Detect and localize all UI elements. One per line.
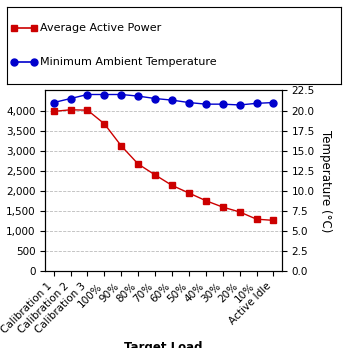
Average Active Power [204, 199, 208, 203]
Average Active Power [254, 217, 259, 221]
Minimum Ambient Temperature [238, 103, 242, 107]
Line: Average Active Power: Average Active Power [51, 107, 276, 223]
Minimum Ambient Temperature [221, 102, 225, 106]
Average Active Power [221, 205, 225, 209]
Text: Minimum Ambient Temperature: Minimum Ambient Temperature [40, 57, 217, 67]
Average Active Power [153, 173, 157, 177]
Minimum Ambient Temperature [52, 101, 56, 105]
Minimum Ambient Temperature [271, 101, 276, 105]
Minimum Ambient Temperature [119, 93, 124, 97]
Minimum Ambient Temperature [204, 102, 208, 106]
Text: Average Active Power: Average Active Power [40, 23, 161, 33]
Minimum Ambient Temperature [153, 96, 157, 101]
Minimum Ambient Temperature [85, 93, 89, 97]
Average Active Power [170, 183, 174, 188]
Average Active Power [119, 144, 124, 148]
Minimum Ambient Temperature [170, 98, 174, 102]
Average Active Power [238, 210, 242, 214]
Line: Minimum Ambient Temperature: Minimum Ambient Temperature [50, 91, 277, 109]
Average Active Power [102, 122, 106, 126]
Average Active Power [85, 108, 89, 112]
Y-axis label: Temperature (°C): Temperature (°C) [318, 130, 332, 232]
Average Active Power [69, 108, 73, 112]
Average Active Power [271, 218, 276, 222]
Minimum Ambient Temperature [136, 94, 140, 98]
Minimum Ambient Temperature [187, 101, 191, 105]
Average Active Power [187, 191, 191, 195]
Minimum Ambient Temperature [254, 101, 259, 105]
Average Active Power [136, 162, 140, 166]
Minimum Ambient Temperature [69, 96, 73, 101]
Average Active Power [52, 109, 56, 113]
X-axis label: Target Load: Target Load [124, 341, 203, 348]
Minimum Ambient Temperature [102, 93, 106, 97]
